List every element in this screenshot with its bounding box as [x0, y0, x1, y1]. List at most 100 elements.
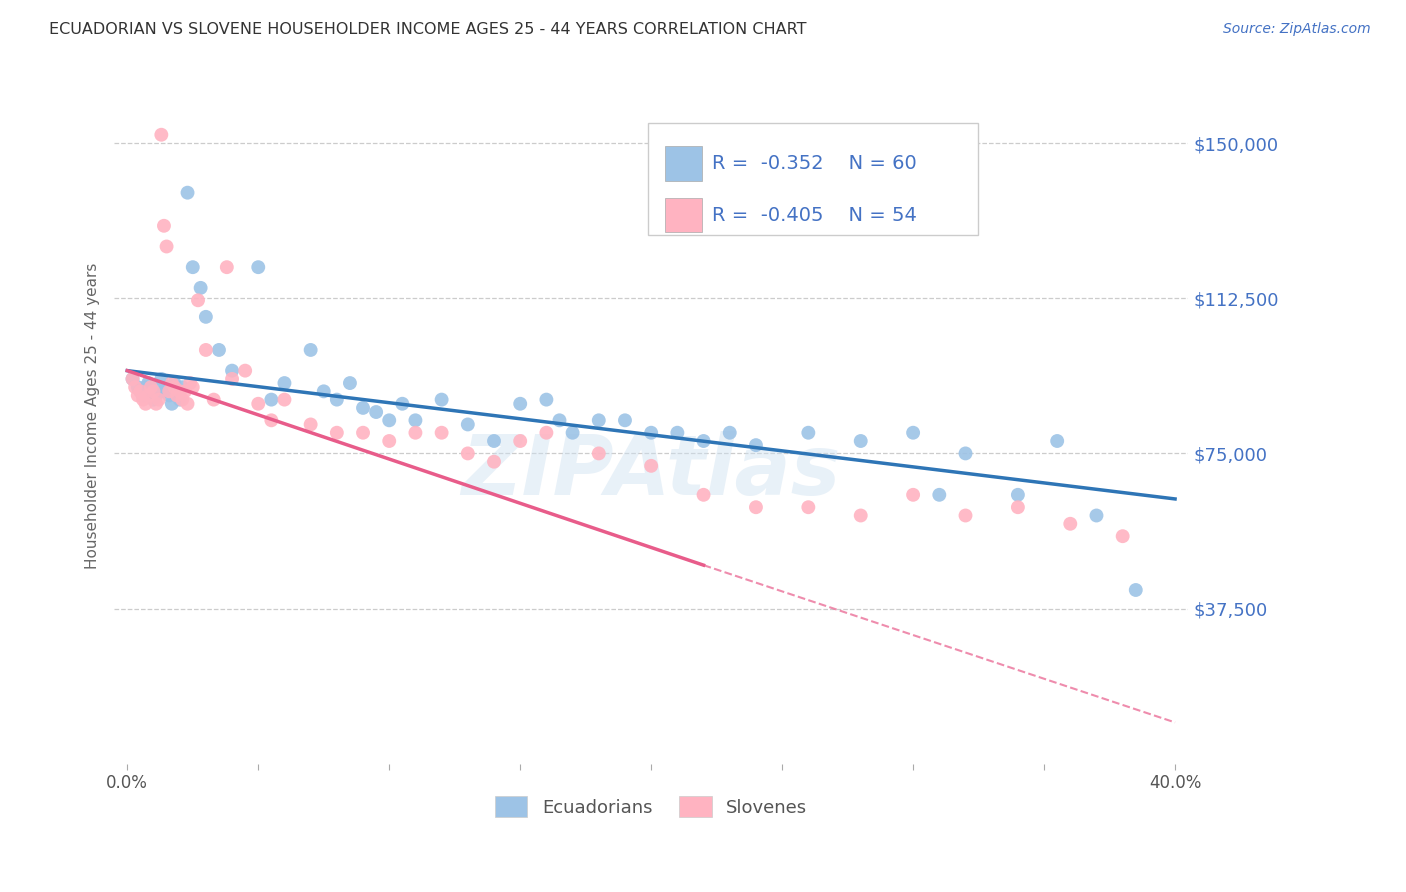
Point [901, 488, 924, 502]
Y-axis label: Householder Income Ages 25 - 44 years: Householder Income Ages 25 - 44 years [86, 263, 100, 569]
Point [233, 364, 256, 378]
Point [561, 425, 583, 440]
Point [640, 425, 662, 440]
Point [132, 392, 155, 407]
Point [745, 438, 768, 452]
Point [299, 343, 322, 357]
Point [174, 384, 197, 399]
Point [247, 260, 270, 275]
Point [404, 413, 426, 427]
Point [588, 413, 610, 427]
Point [155, 239, 177, 253]
Point [1111, 529, 1133, 543]
Point [181, 380, 204, 394]
Point [179, 376, 201, 390]
Point [121, 372, 143, 386]
Point [136, 388, 159, 402]
Point [378, 434, 401, 448]
Point [127, 380, 149, 394]
Point [202, 392, 225, 407]
Point [692, 488, 714, 502]
Point [509, 434, 531, 448]
Point [153, 219, 176, 233]
Point [187, 293, 209, 308]
Point [121, 372, 143, 386]
Point [176, 186, 198, 200]
Point [150, 372, 173, 386]
Point [260, 392, 283, 407]
Point [135, 380, 157, 394]
Point [430, 425, 453, 440]
Point [391, 397, 413, 411]
Text: ZIPAtlas: ZIPAtlas [461, 432, 841, 512]
Point [614, 413, 637, 427]
Point [326, 392, 349, 407]
Point [509, 397, 531, 411]
Point [129, 384, 152, 399]
Point [160, 376, 183, 390]
Point [135, 397, 157, 411]
Point [1007, 500, 1029, 515]
Point [160, 397, 183, 411]
Point [172, 380, 194, 394]
Text: R =  -0.405    N = 54: R = -0.405 N = 54 [711, 206, 917, 225]
Point [1046, 434, 1069, 448]
Point [142, 392, 165, 407]
Point [148, 392, 170, 407]
Point [901, 425, 924, 440]
Point [1125, 582, 1147, 597]
Point [273, 392, 295, 407]
Point [482, 455, 505, 469]
Point [797, 425, 820, 440]
Point [166, 384, 188, 399]
Point [457, 417, 479, 432]
Point [366, 405, 388, 419]
Point [194, 343, 217, 357]
Point [208, 343, 231, 357]
Point [157, 384, 180, 399]
Point [457, 446, 479, 460]
Point [127, 388, 149, 402]
Point [548, 413, 571, 427]
Point [352, 425, 374, 440]
Point [181, 260, 204, 275]
Point [352, 401, 374, 415]
Text: Source: ZipAtlas.com: Source: ZipAtlas.com [1223, 22, 1371, 37]
Point [378, 413, 401, 427]
Point [148, 380, 170, 394]
Point [273, 376, 295, 390]
Point [247, 397, 270, 411]
Point [155, 380, 177, 394]
Point [136, 376, 159, 390]
Point [190, 281, 212, 295]
Point [326, 425, 349, 440]
Point [124, 380, 146, 394]
Point [157, 388, 180, 402]
Point [139, 380, 162, 394]
Point [299, 417, 322, 432]
Point [430, 392, 453, 407]
Point [404, 425, 426, 440]
Point [955, 446, 977, 460]
Point [745, 500, 768, 515]
Point [169, 392, 191, 407]
Point [588, 446, 610, 460]
Point [1059, 516, 1081, 531]
Point [1085, 508, 1108, 523]
Point [153, 384, 176, 399]
Point [797, 500, 820, 515]
Point [536, 392, 558, 407]
Point [260, 413, 283, 427]
Point [928, 488, 950, 502]
Point [145, 388, 167, 402]
Point [221, 372, 243, 386]
Point [482, 434, 505, 448]
Point [166, 388, 188, 402]
Point [163, 376, 186, 390]
Point [129, 384, 152, 399]
Point [163, 380, 186, 394]
Point [849, 508, 872, 523]
Point [142, 384, 165, 399]
Point [194, 310, 217, 324]
Point [339, 376, 361, 390]
